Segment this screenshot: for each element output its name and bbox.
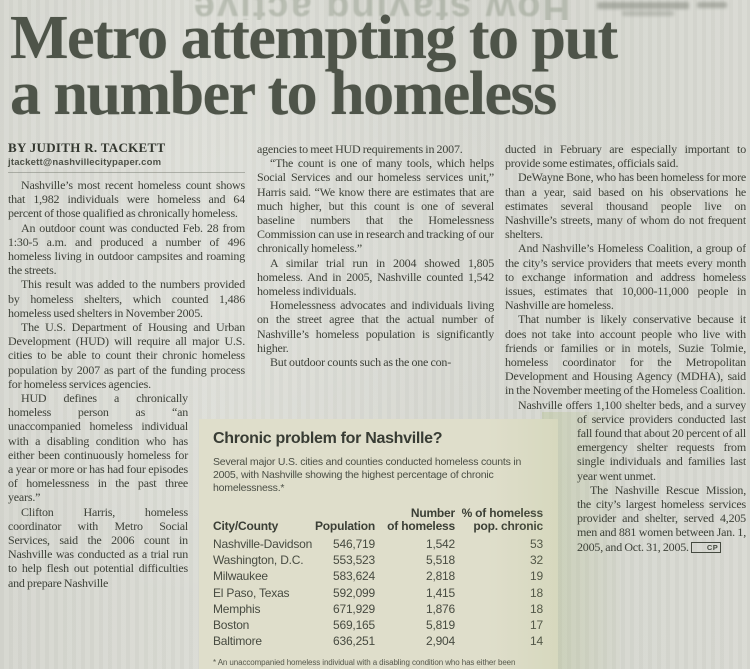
header-percent-chronic: % of homeless pop. chronic [455,506,544,533]
paragraph: “The count is one of many tools, which h… [257,156,494,256]
table-body: Nashville-Davidson 546,719 1,542 53 Wash… [213,536,543,649]
cell-city: Baltimore [213,634,262,649]
paragraph: Nashville offers 1,100 shelter beds, and… [518,397,746,483]
cell-population: 636,251 [333,634,375,649]
cell-city: El Paso, Texas [213,585,290,600]
paragraph: The U.S. Department of Housing and Urban… [8,320,245,391]
article-headline: Metro attempting to put a number to home… [10,4,746,128]
header-line: % of homeless [461,506,544,520]
paragraph: Homelessness advocates and individuals l… [257,298,494,355]
header-population: Population [315,519,375,533]
cell-chronic: 19 [530,569,543,584]
cell-population: 553,523 [333,553,375,568]
end-mark-cp: CP [690,541,722,553]
paragraph: ducted in February are especially import… [505,142,746,171]
header-line: pop. chronic [473,519,543,533]
cell-population: 671,929 [333,601,375,616]
cell-homeless: 1,542 [425,537,455,551]
byline-author: BY JUDITH R. TACKETT [8,140,166,155]
article-column-1: Nashville’s most recent homeless count s… [8,178,245,669]
table-row: Memphis 671,929 1,876 18 [213,601,543,617]
cell-homeless: 2,818 [425,569,455,584]
paragraph-text: The Nashville Rescue Mission, the city’s… [577,482,746,554]
article-column-2: agencies to meet HUD requirements in 200… [257,142,494,415]
cell-chronic: 17 [530,618,543,633]
infobox-subtitle: Several major U.S. cities and counties c… [213,456,522,494]
byline: BY JUDITH R. TACKETT jtackett@nashvillec… [8,140,245,173]
header-line: Number [410,506,455,520]
paragraph: Clifton Harris, homeless coordinator wit… [8,504,188,590]
cell-population: 569,165 [333,618,375,633]
cell-chronic: 18 [530,585,543,600]
table-row: El Paso, Texas 592,099 1,415 18 [213,585,543,601]
paragraph: HUD defines a chronically homeless perso… [8,391,188,505]
homeless-counts-table: City/County Population Number of homeles… [213,507,543,649]
paragraph: This result was added to the numbers pro… [8,277,245,320]
cell-city: Boston [213,618,250,633]
infobox-chronic-problem: Chronic problem for Nashville? Several m… [199,419,558,669]
cell-chronic: 32 [530,553,543,568]
cell-population: 583,624 [333,569,375,584]
header-number-of-homeless: Number of homeless [375,507,455,533]
cell-city: Nashville-Davidson [213,537,313,551]
paragraph: DeWayne Bone, who has been homeless for … [505,170,746,242]
infobox-title: Chronic problem for Nashville? [213,430,443,447]
ink-bleed-smudge [597,2,689,9]
table-row: Washington, D.C. 553,523 5,518 32 [213,552,543,568]
header-line: of homeless [387,519,455,533]
cell-city: Washington, D.C. [213,553,304,568]
paragraph: And Nashville’s Homeless Coalition, a gr… [505,241,746,313]
table-row: Milwaukee 583,624 2,818 19 [213,568,543,584]
paragraph: The Nashville Rescue Mission, the city’s… [505,483,746,554]
paragraph: An outdoor count was conducted Feb. 28 f… [8,220,245,278]
cell-homeless: 1,415 [425,585,455,600]
cell-homeless: 2,904 [425,634,455,649]
paragraph: That number is likely conservative becau… [505,312,746,398]
headline-line-1: Metro attempting to put [10,4,618,72]
paragraph: A similar trial run in 2004 showed 1,805… [257,255,494,299]
ink-bleed-smudge [622,11,674,16]
cell-population: 546,719 [333,537,375,551]
paragraph: agencies to meet HUD requirements in 200… [257,142,463,156]
cell-homeless: 5,518 [425,553,455,568]
byline-email: jtackett@nashvillecitypaper.com [8,157,162,168]
header-city: City/County [213,519,279,533]
cell-chronic: 14 [530,634,543,649]
cell-population: 592,099 [333,585,375,600]
cell-chronic: 53 [530,537,543,551]
cell-homeless: 1,876 [425,601,455,616]
cell-city: Milwaukee [213,569,268,584]
table-row: Boston 569,165 5,819 17 [213,617,543,633]
ink-bleed-smudge [697,2,727,8]
table-header-row: City/County Population Number of homeles… [213,507,543,533]
cell-city: Memphis [213,601,261,616]
cell-chronic: 18 [530,601,543,616]
cell-homeless: 5,819 [425,618,455,633]
article-column-3: ducted in February are especially import… [505,142,746,669]
table-row: Baltimore 636,251 2,904 14 [213,633,543,649]
headline-line-2: a number to homeless [10,60,557,128]
paragraph: Nashville’s most recent homeless count s… [8,178,245,221]
table-row: Nashville-Davidson 546,719 1,542 53 [213,536,543,552]
infobox-footnote: * An unaccompanied homeless individual w… [213,658,525,669]
paragraph: But outdoor counts such as the one con- [270,355,451,370]
